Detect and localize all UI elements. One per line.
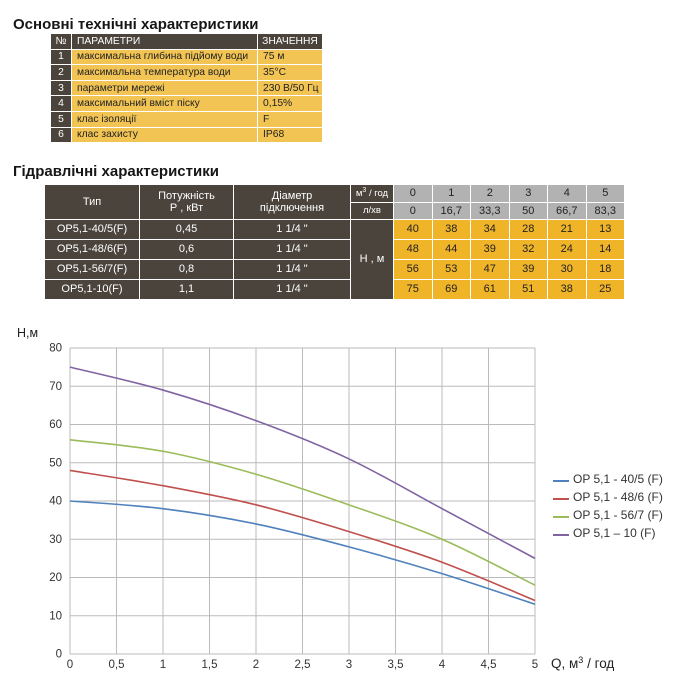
svg-text:4: 4 bbox=[439, 659, 446, 671]
svg-text:5: 5 bbox=[532, 659, 538, 671]
svg-text:Q, м3 / год: Q, м3 / год bbox=[551, 655, 614, 671]
svg-text:1,5: 1,5 bbox=[202, 659, 218, 671]
svg-text:10: 10 bbox=[49, 610, 62, 622]
svg-text:0: 0 bbox=[67, 659, 73, 671]
svg-text:3,5: 3,5 bbox=[388, 659, 404, 671]
svg-text:1: 1 bbox=[160, 659, 166, 671]
svg-text:50: 50 bbox=[49, 457, 62, 469]
svg-text:40: 40 bbox=[49, 496, 62, 508]
svg-text:60: 60 bbox=[49, 419, 62, 431]
svg-text:80: 80 bbox=[49, 343, 62, 355]
svg-text:2,5: 2,5 bbox=[295, 659, 311, 671]
svg-text:0,5: 0,5 bbox=[109, 659, 125, 671]
svg-text:0: 0 bbox=[56, 649, 62, 661]
svg-text:Н,м: Н,м bbox=[17, 326, 38, 340]
svg-text:4,5: 4,5 bbox=[481, 659, 497, 671]
svg-text:70: 70 bbox=[49, 381, 62, 393]
svg-text:3: 3 bbox=[346, 659, 352, 671]
svg-text:30: 30 bbox=[49, 534, 62, 546]
svg-text:2: 2 bbox=[253, 659, 259, 671]
svg-text:20: 20 bbox=[49, 572, 62, 584]
